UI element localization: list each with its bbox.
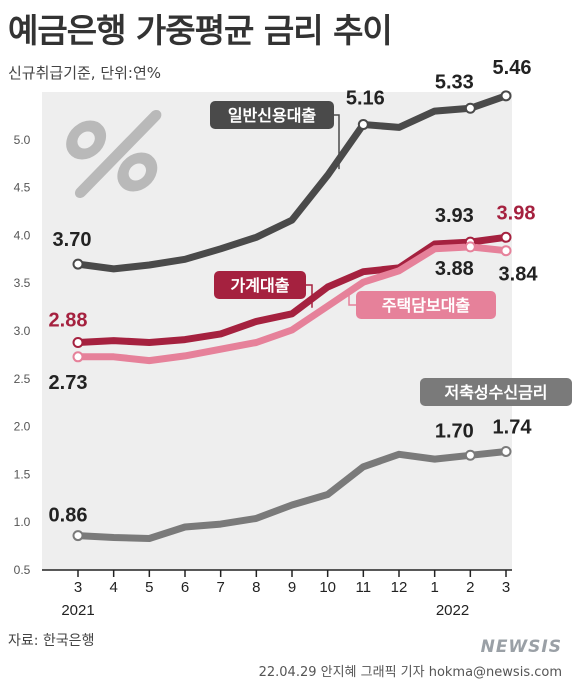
data-point	[500, 445, 512, 457]
series-legend-label-0: 일반신용대출	[210, 101, 334, 129]
credit-line: 22.04.29 안지혜 그래픽 기자 hokma@newsis.com	[258, 665, 562, 680]
data-point	[72, 258, 84, 270]
y-tick-label: 0.5	[14, 563, 31, 577]
x-tick-label: 3	[74, 579, 82, 596]
series-line-0	[74, 92, 510, 273]
data-label: 5.33	[435, 71, 474, 93]
data-point	[500, 90, 512, 102]
x-tick-label: 6	[181, 579, 189, 596]
y-tick-label: 3.5	[14, 276, 31, 290]
percent-logo-ring-bottom	[117, 152, 158, 192]
y-tick-label: 4.5	[14, 181, 31, 195]
year-label: 2022	[436, 602, 469, 619]
series-legend-label-3: 저축성수신금리	[420, 378, 572, 406]
data-label: 5.16	[346, 88, 385, 110]
series-legend-label-2: 주택담보대출	[356, 291, 496, 319]
percent-logo-slash	[74, 110, 162, 198]
data-label: 1.74	[493, 416, 533, 438]
series-line-2	[74, 243, 510, 365]
x-tick-label: 4	[109, 579, 117, 596]
legend-leader	[334, 114, 340, 170]
x-tick-label: 9	[288, 579, 296, 596]
x-tick-label: 1	[430, 579, 438, 596]
data-point	[464, 241, 476, 253]
y-tick-label: 1.5	[14, 467, 31, 481]
series-legend-label-1: 가계대출	[214, 271, 306, 299]
source-note: 자료: 한국은행	[8, 633, 95, 649]
percent-logo	[66, 110, 162, 198]
x-tick-label: 10	[319, 579, 336, 596]
y-tick-label: 1.0	[14, 515, 31, 529]
data-point	[72, 351, 84, 363]
y-tick-label: 2.0	[14, 420, 31, 434]
x-tick-label: 2	[466, 579, 474, 596]
x-tick-label: 7	[216, 579, 224, 596]
data-point	[464, 102, 476, 114]
data-point	[357, 119, 369, 131]
data-label: 2.73	[49, 372, 88, 394]
legend-box	[214, 271, 306, 299]
series-line-3	[74, 448, 510, 542]
data-label: 5.46	[493, 57, 532, 79]
y-tick-label: 2.5	[14, 372, 31, 386]
y-tick-label: 4.0	[14, 228, 31, 242]
data-point	[500, 231, 512, 243]
legend-text: 가계대출	[231, 276, 290, 295]
series-line-1	[74, 233, 510, 346]
newsis-watermark: NEWSIS	[480, 637, 562, 657]
data-label: 3.93	[435, 205, 474, 227]
legend-box	[420, 378, 572, 406]
y-tick-label: 3.0	[14, 324, 31, 338]
y-tick-label: 5.0	[14, 133, 31, 147]
legend-text: 일반신용대출	[228, 106, 317, 125]
legend-leader	[348, 290, 356, 306]
legend-text: 저축성수신금리	[444, 383, 547, 402]
x-tick-label: 8	[252, 579, 260, 596]
data-point	[464, 449, 476, 461]
legend-box	[356, 291, 496, 319]
legend-leader	[306, 284, 313, 308]
x-tick-label: 12	[391, 579, 408, 596]
page-title: 예금은행 가중평균 금리 추이	[8, 11, 393, 50]
data-label: 3.98	[497, 202, 536, 224]
legend-text: 주택담보대출	[382, 296, 471, 315]
data-label: 1.70	[435, 420, 474, 442]
year-label: 2021	[61, 602, 94, 619]
x-tick-label: 11	[356, 579, 372, 596]
legend-box	[210, 101, 334, 129]
data-label: 2.88	[49, 309, 88, 331]
chart-subtitle: 신규취급기준, 단위:연%	[8, 64, 162, 82]
x-tick-label: 3	[502, 579, 510, 596]
data-point	[72, 336, 84, 348]
data-point	[72, 530, 84, 542]
data-label: 3.84	[499, 264, 539, 286]
data-label: 0.86	[49, 505, 88, 527]
data-label: 3.88	[435, 258, 474, 280]
data-label: 3.70	[53, 229, 92, 251]
x-tick-label: 5	[145, 579, 153, 596]
percent-logo-ring-top	[66, 120, 107, 160]
data-point	[500, 245, 512, 257]
